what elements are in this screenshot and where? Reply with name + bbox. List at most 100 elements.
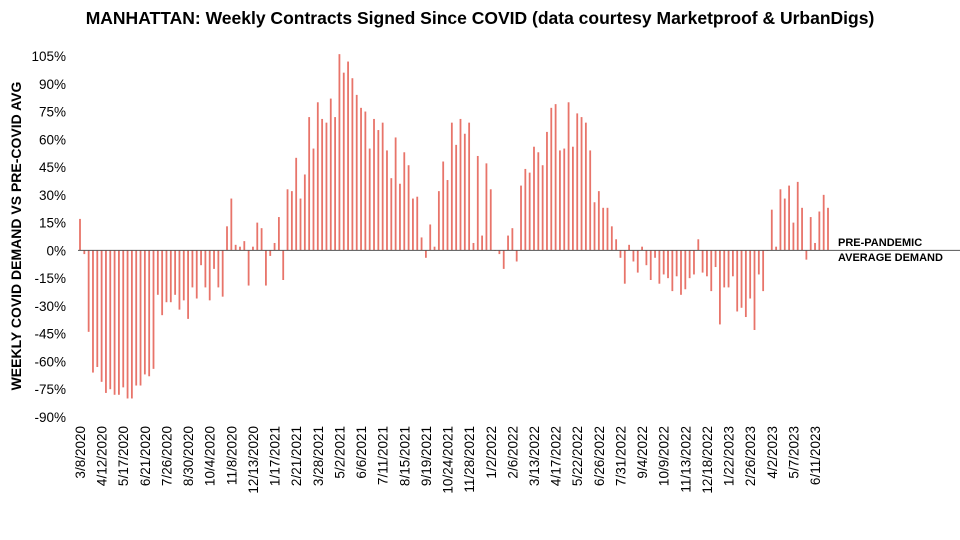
bar	[334, 117, 336, 251]
x-tick-label: 2/6/2022	[505, 426, 520, 479]
y-tick-label: -60%	[34, 354, 66, 369]
bar	[567, 102, 570, 251]
bar	[528, 172, 531, 251]
x-tick-label: 8/30/2020	[181, 426, 196, 486]
bar	[195, 250, 198, 299]
bar	[472, 242, 475, 251]
y-tick-label: -75%	[34, 382, 66, 397]
bar	[295, 157, 298, 251]
bar	[749, 250, 752, 299]
baseline-annotation-line1: PRE-PANDEMIC	[838, 237, 922, 249]
bar	[610, 226, 613, 251]
bar	[312, 148, 315, 251]
bar	[693, 250, 695, 275]
bar	[684, 250, 687, 290]
x-tick-label: 3/28/2021	[311, 426, 326, 486]
x-tick-label: 10/4/2020	[203, 426, 218, 486]
x-tick-label: 12/13/2020	[246, 426, 261, 494]
x-tick-label: 2/21/2021	[289, 426, 304, 486]
bar	[818, 211, 821, 251]
bar	[468, 122, 471, 251]
bar	[593, 202, 596, 251]
bar	[239, 246, 241, 251]
bar	[597, 191, 600, 251]
x-tick-label: 11/28/2021	[462, 426, 477, 493]
bar	[463, 133, 466, 251]
x-tick-label: 6/21/2020	[138, 426, 153, 486]
bar	[316, 102, 319, 251]
bar	[550, 107, 553, 251]
bar	[606, 207, 609, 251]
bar	[364, 111, 367, 251]
bar	[576, 113, 579, 251]
x-tick-label: 10/24/2021	[441, 426, 456, 494]
bar	[775, 246, 778, 251]
bar	[796, 181, 799, 251]
bar	[515, 250, 518, 262]
bar	[308, 117, 311, 251]
bar	[243, 241, 246, 251]
bar	[623, 250, 626, 284]
bar	[321, 118, 324, 251]
bar	[649, 250, 652, 280]
bar	[628, 244, 631, 251]
bar	[386, 150, 388, 251]
bar	[429, 224, 432, 251]
bar	[788, 185, 790, 251]
bar	[325, 122, 328, 251]
bar	[217, 250, 220, 288]
bar	[662, 250, 665, 275]
bar	[731, 250, 734, 277]
bar	[373, 118, 375, 251]
bar	[753, 250, 756, 330]
y-axis-ticks: 105% 90% 75% 60% 45% 30% 15% 0% -15% -30% -45% -60%…	[31, 49, 66, 425]
bar	[537, 152, 540, 251]
x-tick-label: 5/7/2023	[786, 426, 801, 479]
bar	[533, 146, 535, 251]
bar	[822, 194, 825, 251]
bar	[559, 150, 561, 251]
bar	[299, 198, 302, 251]
bar	[360, 107, 362, 251]
x-tick-label: 1/22/2023	[722, 426, 737, 486]
bar	[572, 146, 574, 251]
x-tick-label: 10/9/2022	[657, 426, 672, 486]
bar	[148, 250, 151, 377]
baseline-annotation-line2: AVERAGE DEMAND	[838, 252, 943, 264]
bar	[671, 250, 674, 292]
bar	[221, 250, 224, 297]
bar	[338, 54, 341, 251]
bar	[645, 250, 648, 266]
bar	[697, 239, 700, 251]
bar	[433, 246, 436, 251]
bar	[234, 244, 237, 251]
bar	[719, 250, 721, 325]
bar	[481, 235, 483, 251]
bar	[122, 250, 125, 388]
bar	[303, 174, 306, 251]
bar	[520, 185, 522, 251]
bar	[182, 250, 185, 301]
bar	[96, 250, 99, 368]
y-axis-label: WEEKLY COVID DEMAND VS PRE-COVID AVG	[8, 81, 24, 390]
bar	[412, 198, 414, 251]
x-tick-label: 6/11/2023	[808, 426, 823, 485]
bar	[688, 250, 691, 279]
bar	[502, 250, 505, 269]
bar	[563, 148, 566, 251]
bar	[450, 122, 453, 251]
bar	[156, 250, 159, 295]
y-tick-label: 30%	[39, 188, 66, 203]
bar	[174, 250, 177, 295]
bar	[269, 250, 272, 256]
bar	[118, 250, 120, 395]
bar	[290, 191, 293, 251]
bar	[208, 250, 211, 301]
x-tick-label: 7/26/2020	[160, 426, 175, 486]
bar	[706, 250, 708, 277]
x-tick-label: 3/8/2020	[73, 426, 88, 479]
bar	[152, 250, 155, 369]
bar	[407, 165, 410, 251]
bar	[459, 118, 462, 251]
bar	[809, 217, 812, 251]
